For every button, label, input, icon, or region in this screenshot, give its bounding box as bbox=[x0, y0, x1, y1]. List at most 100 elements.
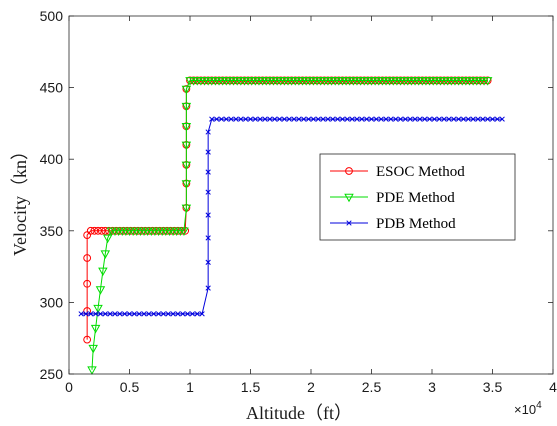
data-point bbox=[233, 116, 239, 122]
data-point bbox=[194, 311, 200, 317]
data-point bbox=[112, 311, 118, 317]
data-point bbox=[344, 116, 350, 122]
data-point bbox=[205, 149, 211, 155]
data-point bbox=[131, 311, 137, 317]
data-point bbox=[446, 116, 452, 122]
legend-marker bbox=[345, 167, 353, 175]
legend-entry: PDB Method bbox=[330, 216, 456, 232]
data-point bbox=[117, 311, 123, 317]
data-point bbox=[301, 116, 307, 122]
data-point bbox=[151, 311, 157, 317]
data-point bbox=[388, 116, 394, 122]
y-tick-label: 300 bbox=[40, 294, 64, 310]
data-point bbox=[455, 116, 462, 122]
data-point bbox=[354, 116, 360, 122]
legend: ESOC Method PDE Method PDB Method bbox=[319, 153, 516, 241]
y-tick-label: 450 bbox=[40, 80, 64, 96]
data-point bbox=[267, 116, 273, 122]
data-point bbox=[272, 116, 278, 122]
data-point bbox=[451, 116, 457, 122]
data-point bbox=[325, 116, 331, 122]
data-point bbox=[349, 116, 355, 122]
x-tick-label: 0.5 bbox=[120, 379, 140, 395]
data-point bbox=[181, 141, 192, 151]
series-pdb-method bbox=[78, 116, 505, 317]
data-point bbox=[460, 116, 467, 122]
data-point bbox=[181, 204, 192, 214]
legend-label: PDE Method bbox=[376, 190, 455, 206]
data-point bbox=[83, 311, 89, 317]
x-tick-label: 1 bbox=[186, 379, 194, 395]
data-point bbox=[181, 180, 192, 189]
data-point bbox=[205, 189, 211, 195]
data-point bbox=[243, 116, 249, 122]
data-point bbox=[417, 116, 423, 122]
data-point bbox=[407, 116, 413, 122]
data-point bbox=[107, 311, 113, 317]
data-point bbox=[205, 169, 211, 175]
data-point bbox=[368, 116, 375, 122]
data-point bbox=[136, 311, 142, 317]
data-point bbox=[378, 116, 384, 122]
data-point bbox=[402, 116, 409, 122]
data-point bbox=[223, 116, 229, 122]
data-point bbox=[98, 267, 108, 277]
data-point bbox=[426, 116, 433, 122]
plot-area bbox=[78, 76, 505, 375]
axes: 0 0.5 1 1.5 2 2.5 3 3.5 4 250 300 350 400 450 500 Altit… bbox=[10, 8, 557, 423]
data-point bbox=[189, 311, 196, 317]
legend-marker bbox=[346, 220, 352, 226]
x-tick-label: 1.5 bbox=[241, 379, 261, 395]
data-point bbox=[88, 344, 98, 354]
data-point bbox=[320, 116, 326, 122]
data-point bbox=[485, 116, 491, 122]
data-point bbox=[180, 311, 186, 317]
x-tick-label: 0 bbox=[65, 379, 73, 395]
data-point bbox=[93, 304, 103, 314]
data-point bbox=[286, 116, 292, 122]
data-point bbox=[441, 116, 447, 122]
data-point bbox=[92, 311, 99, 317]
data-point bbox=[238, 116, 244, 122]
data-point bbox=[100, 250, 111, 259]
x-tick-label: 3.5 bbox=[483, 379, 503, 395]
x-axis-title: Altitude（ft） bbox=[246, 403, 352, 423]
data-point bbox=[88, 311, 94, 317]
data-point bbox=[291, 116, 297, 122]
x-tick-label: 2.5 bbox=[362, 379, 382, 395]
data-point bbox=[205, 129, 211, 135]
data-point bbox=[181, 122, 192, 132]
data-point bbox=[436, 116, 442, 122]
data-point bbox=[95, 286, 106, 295]
data-point bbox=[393, 116, 399, 122]
data-point bbox=[160, 311, 167, 317]
data-point bbox=[141, 311, 147, 317]
data-point bbox=[359, 116, 365, 122]
data-point bbox=[83, 279, 92, 288]
data-point bbox=[431, 116, 438, 122]
data-point bbox=[364, 116, 370, 122]
y-tick-label: 400 bbox=[40, 151, 64, 167]
data-point bbox=[470, 116, 476, 122]
data-point bbox=[205, 235, 211, 241]
data-point bbox=[102, 311, 108, 317]
data-point bbox=[281, 116, 288, 122]
data-point bbox=[499, 116, 505, 122]
data-point bbox=[339, 116, 346, 122]
legend-marker bbox=[344, 193, 354, 203]
data-point bbox=[412, 116, 418, 122]
data-point bbox=[78, 311, 84, 317]
data-point bbox=[184, 311, 191, 317]
data-point bbox=[257, 116, 263, 122]
x-axis-multiplier-base: ×10 bbox=[514, 402, 536, 417]
y-tick-label: 250 bbox=[40, 366, 64, 382]
data-point bbox=[209, 116, 215, 122]
data-point bbox=[181, 85, 192, 95]
data-point bbox=[205, 212, 211, 218]
data-point bbox=[334, 116, 341, 122]
data-point bbox=[482, 77, 493, 86]
data-point bbox=[205, 285, 211, 291]
data-point bbox=[179, 227, 189, 237]
x-axis-multiplier-exponent: 4 bbox=[536, 400, 542, 411]
data-point bbox=[181, 102, 192, 112]
